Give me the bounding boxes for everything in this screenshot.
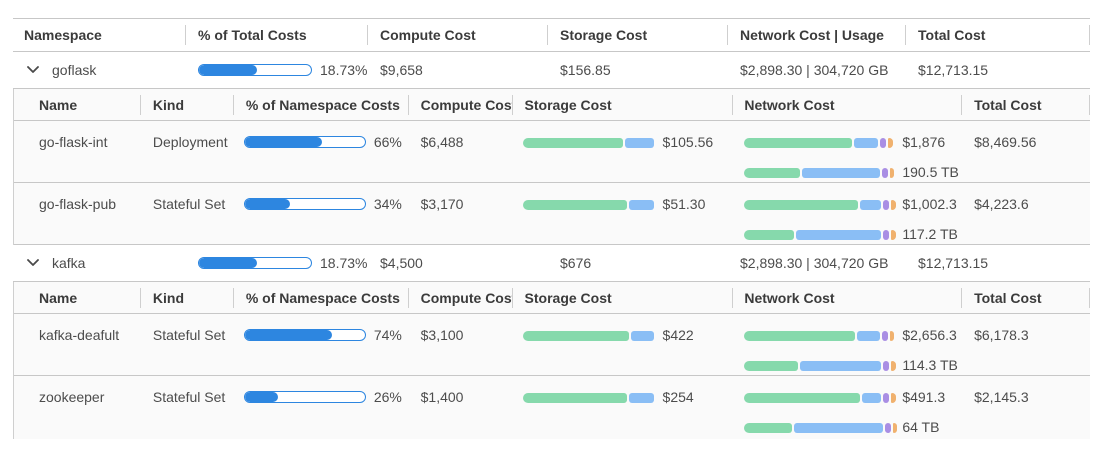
storage-cost-value: $254 [662,389,694,405]
network-cost-value: $491.3 [902,389,946,405]
network-cost-value: $1,876 [902,134,946,150]
namespace-name: goflask [52,62,97,78]
col-header-pct-namespace-costs: % of Namespace Costs [234,94,409,115]
workload-kind: Stateful Set [152,196,226,212]
network-cost-bar [744,392,896,403]
col-header-network-cost-usage: Network Cost | Usage [728,25,906,45]
col-header-network-cost: Network Cost [733,94,963,115]
col-header-storage-cost: Storage Cost [513,287,734,308]
workload-kind: Deployment [152,134,228,150]
col-header-kind: Kind [141,94,234,115]
network-usage-value: 190.5 TB [902,164,959,180]
network-cost-usage-value: $2,898.30 | 304,720 GB [740,62,889,78]
col-header-total-cost: Total Cost [962,287,1090,308]
workload-table-kafka: Name Kind % of Namespace Costs Compute C… [13,282,1090,439]
workload-kind: Stateful Set [152,327,226,343]
total-cost-share-bar [198,257,312,269]
workload-name: zookeeper [39,389,105,405]
compute-cost-value: $1,400 [420,389,464,405]
namespace-cost-share-value: 74% [373,327,402,343]
namespace-cost-share-bar [243,136,366,148]
storage-cost-value: $156.85 [560,62,611,78]
compute-cost-value: $9,658 [380,62,423,78]
network-usage-value: 64 TB [902,419,940,435]
storage-cost-bar [522,199,655,210]
total-cost-share-value: 18.73% [320,255,368,271]
compute-cost-value: $3,170 [420,196,464,212]
workload-table-header: Name Kind % of Namespace Costs Compute C… [14,89,1090,121]
storage-cost-bar [522,392,655,403]
storage-cost-value: $105.56 [662,134,714,150]
storage-cost-bar [522,330,655,341]
network-cost-bar [744,199,896,210]
cost-table: Namespace % of Total Costs Compute Cost … [13,18,1090,439]
total-cost-share-value: 18.73% [320,62,368,78]
total-cost-value: $2,145.3 [974,389,1029,405]
namespace-table-header: Namespace % of Total Costs Compute Cost … [13,18,1090,52]
workload-name: go-flask-int [39,134,108,150]
col-header-pct-total-costs: % of Total Costs [186,25,368,45]
total-cost-value: $4,223.6 [974,196,1029,212]
total-cost-value: $6,178.3 [974,327,1029,343]
network-cost-usage-value: $2,898.30 | 304,720 GB [740,255,889,271]
namespace-name: kafka [52,255,86,271]
namespace-cost-share-value: 66% [373,134,402,150]
storage-cost-value: $676 [560,255,592,271]
col-header-kind: Kind [141,287,234,308]
network-cost-value: $2,656.3 [902,327,957,343]
col-header-total-cost: Total Cost [962,94,1090,115]
col-header-pct-namespace-costs: % of Namespace Costs [234,287,409,308]
namespace-row-goflask[interactable]: goflask 18.73% $9,658 $156.85 $2,898.30 … [13,52,1090,89]
total-cost-value: $8,469.56 [974,134,1037,150]
network-usage-bar [744,360,896,371]
compute-cost-value: $3,100 [420,327,464,343]
namespace-cost-share-value: 26% [373,389,402,405]
col-header-total-cost: Total Cost [906,25,1090,45]
network-cost-value: $1,002.3 [902,196,957,212]
workload-row-zookeeper[interactable]: zookeeper Stateful Set 26% $1,400 $254 [14,376,1090,439]
workload-table-goflask: Name Kind % of Namespace Costs Compute C… [13,89,1090,245]
namespace-row-kafka[interactable]: kafka 18.73% $4,500 $676 $2,898.30 | 304… [13,245,1090,282]
total-cost-value: $12,713.15 [918,62,989,78]
namespace-cost-share-bar [243,198,366,210]
storage-cost-value: $51.30 [662,196,706,212]
network-usage-value: 114.3 TB [902,357,958,373]
workload-name: kafka-deafult [39,327,120,343]
col-header-namespace: Namespace [13,25,186,45]
total-cost-value: $12,713.15 [918,255,989,271]
workload-row-go-flask-pub[interactable]: go-flask-pub Stateful Set 34% $3,170 $51… [14,183,1090,245]
workload-table-header: Name Kind % of Namespace Costs Compute C… [14,282,1090,314]
namespace-cost-share-bar [243,391,366,403]
workload-name: go-flask-pub [39,196,117,212]
network-cost-bar [744,137,894,148]
chevron-down-icon[interactable] [25,64,41,76]
col-header-compute-cost: Compute Cost [409,287,513,308]
network-cost-bar [744,330,895,341]
compute-cost-value: $4,500 [380,255,423,271]
col-header-compute-cost: Compute Cost [409,94,513,115]
network-usage-bar [744,229,896,240]
workload-row-go-flask-int[interactable]: go-flask-int Deployment 66% $6,488 $105.… [14,121,1090,183]
workload-row-kafka-deafult[interactable]: kafka-deafult Stateful Set 74% $3,100 $4… [14,314,1090,376]
storage-cost-bar [522,137,655,148]
network-usage-value: 117.2 TB [902,226,958,242]
compute-cost-value: $6,488 [420,134,464,150]
network-usage-bar [744,422,898,433]
col-header-storage-cost: Storage Cost [513,94,734,115]
col-header-name: Name [14,94,141,115]
col-header-compute-cost: Compute Cost [368,25,548,45]
namespace-cost-share-bar [243,329,366,341]
workload-kind: Stateful Set [152,389,226,405]
namespace-cost-share-value: 34% [373,196,402,212]
network-usage-bar [744,167,895,178]
col-header-storage-cost: Storage Cost [548,25,728,45]
storage-cost-value: $422 [662,327,694,343]
col-header-name: Name [14,287,141,308]
col-header-network-cost: Network Cost [733,287,963,308]
chevron-down-icon[interactable] [25,257,41,269]
total-cost-share-bar [198,64,312,76]
